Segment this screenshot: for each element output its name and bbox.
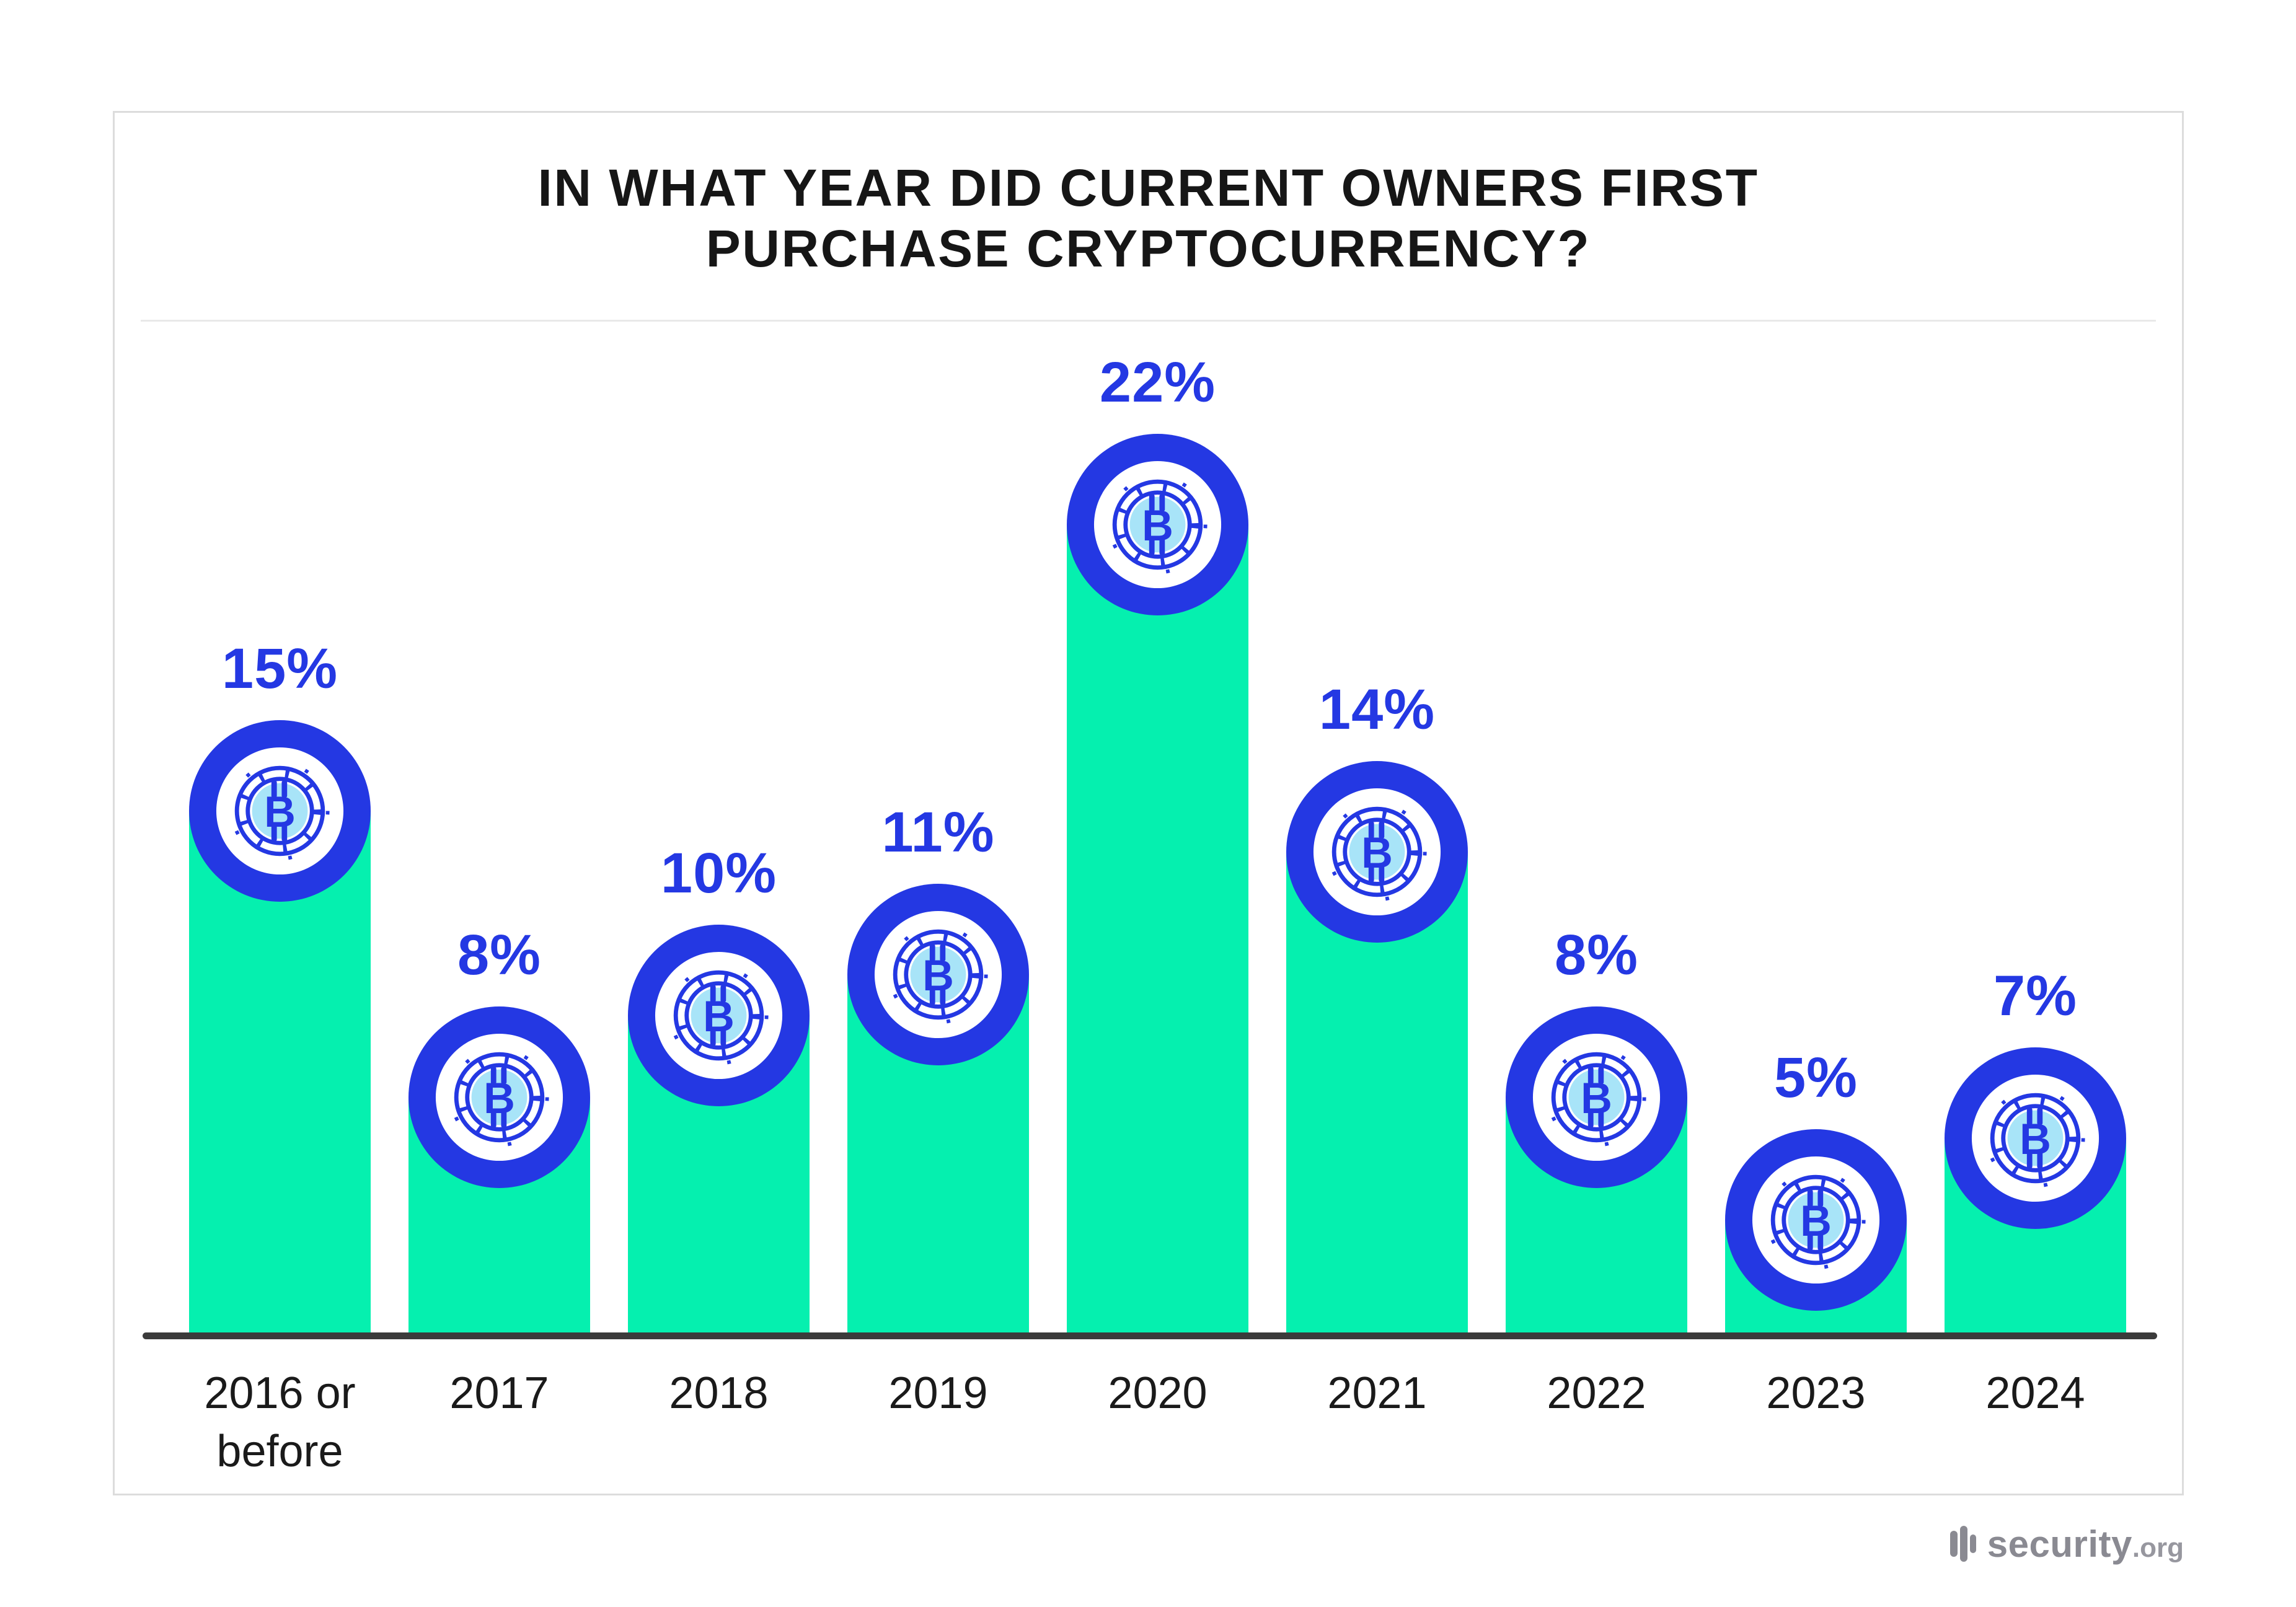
svg-text:B: B xyxy=(2020,1114,2051,1163)
x-axis-label: 2017 xyxy=(449,1368,549,1418)
bar-group: B 8% xyxy=(408,113,590,1334)
value-label: 14% xyxy=(1318,677,1436,741)
logo-text: security xyxy=(1987,1523,2132,1565)
x-axis-label: 2023 xyxy=(1766,1368,1866,1418)
value-label: 7% xyxy=(1994,964,2077,1028)
x-axis-label: 2021 xyxy=(1327,1368,1427,1418)
x-axis-label: 2018 xyxy=(669,1368,769,1418)
bitcoin-coin-icon: B xyxy=(1286,760,1468,943)
value-label: 8% xyxy=(1555,923,1638,987)
bar-group: B 7% xyxy=(1945,113,2126,1334)
chart-card: IN WHAT YEAR DID CURRENT OWNERS FIRST PU… xyxy=(113,111,2184,1495)
value-label: 5% xyxy=(1774,1046,1858,1109)
value-label: 11% xyxy=(881,800,995,864)
value-label: 22% xyxy=(1099,350,1216,414)
signal-bars-icon xyxy=(1949,1526,1976,1562)
bitcoin-coin-icon: B xyxy=(847,883,1029,1065)
x-axis-label: 2019 xyxy=(888,1368,988,1418)
bitcoin-coin-icon: B xyxy=(408,1006,590,1188)
bitcoin-coin-icon: B xyxy=(1725,1129,1907,1311)
x-axis-label: 2016 or before xyxy=(204,1368,356,1476)
bar-group: B 5% xyxy=(1725,113,1907,1334)
bar-group: B 11% xyxy=(847,113,1029,1334)
value-label: 8% xyxy=(457,923,541,987)
svg-text:B: B xyxy=(1142,500,1173,549)
title-divider xyxy=(141,320,2156,322)
x-axis-labels: 2016 or before 2017 2018 2019 2020 2021 2022 20… xyxy=(115,1365,2186,1489)
bar-group: B 10% xyxy=(628,113,810,1334)
bar-group: B 14% xyxy=(1286,113,1468,1334)
bitcoin-coin-icon: B xyxy=(189,720,371,902)
bitcoin-coin-icon: B xyxy=(1067,433,1248,615)
svg-text:B: B xyxy=(1800,1195,1832,1244)
bitcoin-coin-icon: B xyxy=(1945,1047,2126,1229)
svg-text:B: B xyxy=(264,786,296,835)
bitcoin-coin-icon: B xyxy=(628,924,810,1106)
svg-text:B: B xyxy=(1361,827,1393,876)
chart-title: IN WHAT YEAR DID CURRENT OWNERS FIRST PU… xyxy=(537,159,1759,278)
bar-group: B 22% xyxy=(1067,113,1248,1334)
bitcoin-coin-icon: B xyxy=(1506,1006,1687,1188)
plot-area: B 15% B 8% xyxy=(115,113,2186,1334)
logo-suffix: .org xyxy=(2132,1532,2184,1563)
x-axis-label: 2022 xyxy=(1547,1368,1646,1418)
bar-group: B 8% xyxy=(1506,113,1687,1334)
value-label: 15% xyxy=(221,636,338,700)
x-axis-line xyxy=(143,1332,2157,1339)
bar xyxy=(1067,524,1248,1334)
bar-group: B 15% xyxy=(189,113,371,1334)
x-axis-label: 2024 xyxy=(1985,1368,2085,1418)
svg-text:B: B xyxy=(1581,1073,1612,1122)
logo-wordmark: security .org xyxy=(1987,1523,2184,1565)
svg-text:B: B xyxy=(703,991,735,1040)
footer-logo: security .org xyxy=(1949,1521,2184,1566)
svg-text:B: B xyxy=(483,1073,515,1122)
x-axis-label: 2020 xyxy=(1108,1368,1208,1418)
svg-text:B: B xyxy=(922,950,954,999)
value-label: 10% xyxy=(660,841,777,905)
